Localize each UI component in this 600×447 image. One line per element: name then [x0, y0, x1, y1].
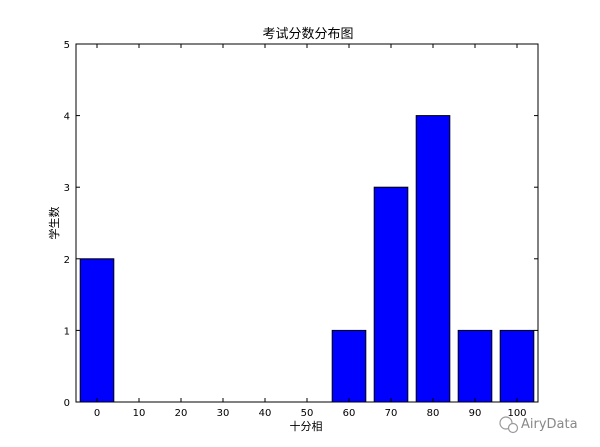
y-tick-label-5: 5: [64, 40, 70, 51]
x-tick-label-20: 20: [175, 408, 188, 419]
x-tick-label-10: 10: [133, 408, 146, 419]
x-tick-label-90: 90: [469, 408, 482, 419]
x-tick-label-100: 100: [507, 408, 526, 419]
plot-frame: [75, 43, 539, 403]
x-axis-ticks: 0 10 20 30 40 50 60 70 80 90 100: [94, 44, 527, 419]
y-axis-label: 学生数: [47, 207, 61, 240]
x-tick-label-80: 80: [427, 408, 440, 419]
x-tick-label-40: 40: [259, 408, 272, 419]
x-tick-label-70: 70: [385, 408, 398, 419]
watermark-text: AiryData: [521, 417, 578, 432]
y-tick-label-0: 0: [64, 398, 70, 409]
x-tick-label-50: 50: [301, 408, 314, 419]
bars-group: [79, 115, 535, 403]
bar-100: [499, 329, 535, 403]
y-tick-label-4: 4: [64, 112, 70, 123]
bar-0: [79, 258, 115, 403]
bar-60: [331, 329, 367, 403]
wechat-logo-icon: [499, 416, 519, 434]
bar-70: [373, 186, 409, 403]
y-tick-label-3: 3: [64, 183, 70, 194]
bar-80: [415, 115, 451, 403]
y-tick-label-1: 1: [64, 326, 70, 337]
x-tick-label-60: 60: [343, 408, 356, 419]
y-tick-label-2: 2: [64, 255, 70, 266]
x-axis-label: 十分相: [290, 419, 323, 433]
watermark: AiryData: [499, 416, 578, 434]
x-tick-label-0: 0: [94, 408, 100, 419]
x-tick-label-30: 30: [217, 408, 230, 419]
chart-title: 考试分数分布图: [262, 27, 353, 42]
bar-90: [457, 329, 493, 403]
